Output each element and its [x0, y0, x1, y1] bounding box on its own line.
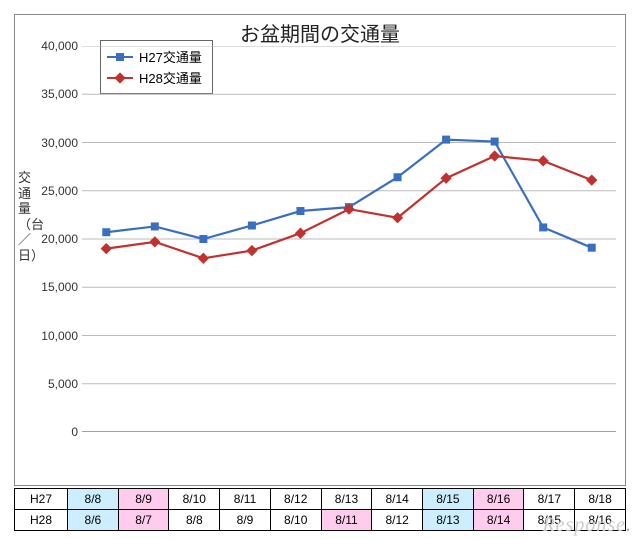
chart-frame: お盆期間の交通量 H27交通量H28交通量 交通量（台／日） H278/88/9… [0, 0, 640, 539]
y-tick-label: 0 [22, 425, 78, 439]
date-cell: 8/10 [270, 510, 321, 531]
y-tick-label: 20,000 [22, 232, 78, 246]
date-cell: 8/8 [169, 510, 220, 531]
y-tick-label: 35,000 [22, 87, 78, 101]
date-cell: 8/16 [575, 510, 626, 531]
date-cell: 8/6 [68, 510, 119, 531]
date-cell: 8/9 [220, 510, 271, 531]
date-cell: 8/18 [575, 489, 626, 510]
y-tick-label: 30,000 [22, 136, 78, 150]
date-cell: 8/14 [473, 510, 524, 531]
row-head: H28 [15, 510, 68, 531]
date-cell: 8/17 [524, 489, 575, 510]
date-cell: 8/15 [423, 489, 474, 510]
x-axis-table: H278/88/98/108/118/128/138/148/158/168/1… [14, 488, 626, 531]
date-cell: 8/7 [118, 510, 169, 531]
date-cell: 8/12 [372, 510, 423, 531]
chart-title: お盆期間の交通量 [0, 18, 640, 47]
date-cell: 8/13 [423, 510, 474, 531]
row-head: H27 [15, 489, 68, 510]
date-cell: 8/11 [220, 489, 271, 510]
date-cell: 8/15 [524, 510, 575, 531]
date-cell: 8/16 [473, 489, 524, 510]
date-cell: 8/8 [68, 489, 119, 510]
y-tick-label: 5,000 [22, 377, 78, 391]
date-cell: 8/11 [321, 510, 372, 531]
y-tick-label: 10,000 [22, 329, 78, 343]
y-tick-label: 25,000 [22, 184, 78, 198]
date-cell: 8/13 [321, 489, 372, 510]
date-cell: 8/14 [372, 489, 423, 510]
plot-area [82, 46, 616, 432]
date-cell: 8/12 [270, 489, 321, 510]
table-row: H278/88/98/108/118/128/138/148/158/168/1… [15, 489, 626, 510]
y-tick-label: 40,000 [22, 39, 78, 53]
y-tick-label: 15,000 [22, 280, 78, 294]
table-row: H288/68/78/88/98/108/118/128/138/148/158… [15, 510, 626, 531]
date-cell: 8/10 [169, 489, 220, 510]
date-cell: 8/9 [118, 489, 169, 510]
